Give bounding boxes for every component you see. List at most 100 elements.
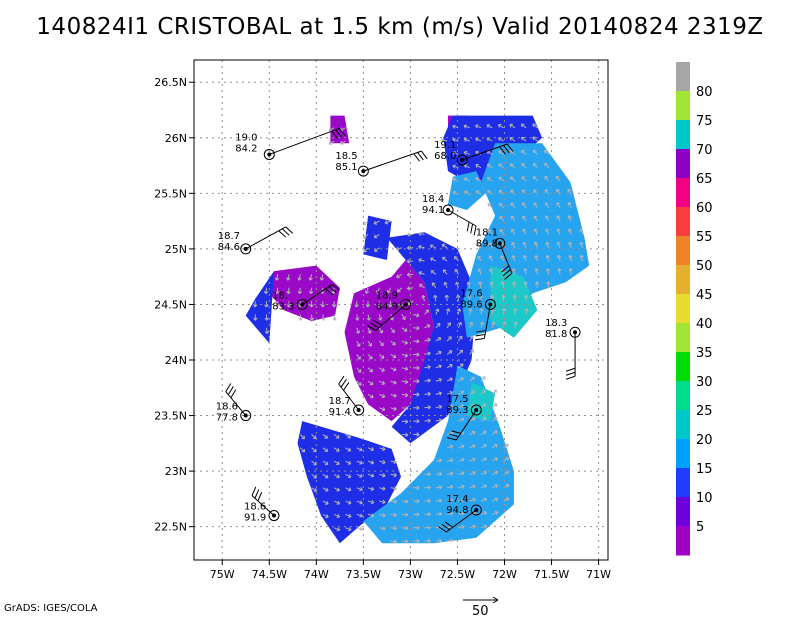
wind-arrowhead bbox=[532, 136, 537, 141]
wind-arrowhead bbox=[470, 349, 474, 353]
station-temp-label: 18.7 bbox=[218, 231, 240, 242]
wind-arrow bbox=[435, 513, 442, 515]
wind-arrowhead bbox=[483, 524, 488, 529]
wind-arrowhead bbox=[489, 294, 495, 298]
wind-barb-flag bbox=[331, 130, 339, 139]
wind-arrowhead bbox=[356, 343, 361, 347]
wind-arrowhead bbox=[369, 355, 373, 360]
wind-arrow bbox=[424, 379, 431, 382]
wind-arrow bbox=[363, 234, 369, 239]
wind-barb bbox=[455, 409, 477, 441]
colorbar-swatch bbox=[676, 149, 690, 179]
wind-arrow bbox=[424, 420, 431, 422]
wind-arrowhead bbox=[416, 419, 420, 424]
wind-arrowhead bbox=[556, 175, 560, 180]
wind-arrowhead bbox=[438, 538, 443, 543]
colorbar-label: 70 bbox=[696, 143, 713, 158]
wind-arrow bbox=[480, 471, 487, 475]
station: 18.791.4 bbox=[329, 375, 365, 418]
wind-arrowhead bbox=[532, 162, 537, 167]
wind-arrowhead bbox=[392, 341, 396, 346]
wind-arrow bbox=[488, 242, 493, 249]
wind-arrow bbox=[434, 295, 437, 302]
wind-arrow bbox=[446, 308, 450, 315]
wind-barb-flag bbox=[466, 221, 470, 232]
wind-arrow bbox=[464, 177, 470, 182]
wind-arrow bbox=[345, 513, 352, 518]
wind-arrow bbox=[533, 215, 538, 222]
wind-arrow bbox=[333, 314, 336, 321]
wind-arrowhead bbox=[336, 500, 341, 505]
wind-arrowhead bbox=[382, 513, 386, 518]
wind-arrow bbox=[503, 470, 509, 475]
wind-arrowhead bbox=[457, 321, 462, 326]
wind-arrow bbox=[367, 314, 370, 321]
wind-arrowhead bbox=[380, 342, 384, 347]
wind-arrowhead bbox=[556, 254, 562, 259]
wind-arrow bbox=[418, 233, 425, 235]
wind-arrow bbox=[356, 340, 361, 347]
wind-arrow bbox=[356, 314, 359, 321]
wind-arrow bbox=[413, 327, 420, 329]
wind-arrowhead bbox=[438, 485, 443, 490]
wind-arrowhead bbox=[319, 277, 325, 281]
wind-arrowhead bbox=[461, 511, 465, 516]
wind-arrowhead bbox=[359, 460, 363, 465]
wind-barb-flag bbox=[446, 437, 457, 441]
wind-arrowhead bbox=[427, 391, 431, 397]
wind-arrow bbox=[568, 228, 572, 235]
wind-arrow bbox=[489, 255, 493, 262]
wind-arrowhead bbox=[482, 403, 487, 408]
wind-arrow bbox=[469, 321, 473, 328]
wind-arrow bbox=[509, 123, 516, 129]
wind-arrow bbox=[299, 287, 301, 294]
wind-barb-flag bbox=[331, 284, 340, 291]
station-temp-label: 18.6 bbox=[244, 502, 266, 513]
wind-arrow bbox=[435, 473, 442, 475]
wind-arrow bbox=[492, 430, 498, 435]
wind-arrow bbox=[532, 136, 538, 142]
wind-barb-flag bbox=[328, 286, 337, 293]
wind-arrow bbox=[367, 473, 374, 477]
wind-arrowhead bbox=[427, 418, 431, 423]
colorbar-swatch bbox=[676, 62, 690, 92]
wind-arrowhead bbox=[286, 277, 291, 281]
wind-arrowhead bbox=[521, 163, 525, 167]
colorbar-swatch bbox=[676, 178, 690, 208]
wind-arrow bbox=[457, 308, 460, 315]
wind-arrow bbox=[333, 473, 340, 478]
wind-arrowhead bbox=[320, 304, 325, 308]
wind-arrowhead bbox=[482, 417, 487, 421]
wind-arrowhead bbox=[567, 188, 572, 193]
wind-arrowhead bbox=[418, 271, 423, 276]
wind-arrowhead bbox=[393, 393, 397, 398]
wind-arrowhead bbox=[483, 484, 487, 489]
wind-arrow bbox=[387, 287, 392, 294]
wind-arrowhead bbox=[441, 243, 446, 248]
wind-arrowhead bbox=[522, 241, 527, 246]
wind-arrow bbox=[389, 301, 392, 308]
wind-arrow bbox=[535, 255, 538, 262]
wind-arrow bbox=[373, 220, 380, 225]
wind-arrowhead bbox=[532, 123, 536, 128]
wind-arrow bbox=[454, 269, 459, 275]
x-axis: 75W 74.5W 74W 73.5W 73W 72.5W 72W 71.5W 71W bbox=[210, 560, 611, 581]
wind-arrow bbox=[503, 308, 505, 315]
wind-arrow bbox=[311, 487, 317, 492]
wind-arrow bbox=[345, 447, 351, 452]
wind-arrow bbox=[580, 241, 584, 248]
wind-arrowhead bbox=[433, 294, 438, 299]
station: 19.084.2 bbox=[235, 127, 346, 160]
colorbar-swatch bbox=[676, 120, 690, 150]
wind-arrow bbox=[401, 433, 408, 436]
wind-arrowhead bbox=[449, 390, 454, 395]
wind-arrow bbox=[379, 367, 385, 372]
wind-arrow bbox=[390, 393, 397, 397]
station-temp-label: 19.1 bbox=[434, 140, 456, 151]
wind-arrowhead bbox=[544, 162, 548, 167]
wind-arrow bbox=[401, 327, 408, 332]
wind-arrow bbox=[333, 460, 340, 465]
wind-arrowhead bbox=[522, 228, 527, 233]
wind-arrowhead bbox=[359, 513, 363, 518]
wind-arrowhead bbox=[393, 367, 397, 372]
